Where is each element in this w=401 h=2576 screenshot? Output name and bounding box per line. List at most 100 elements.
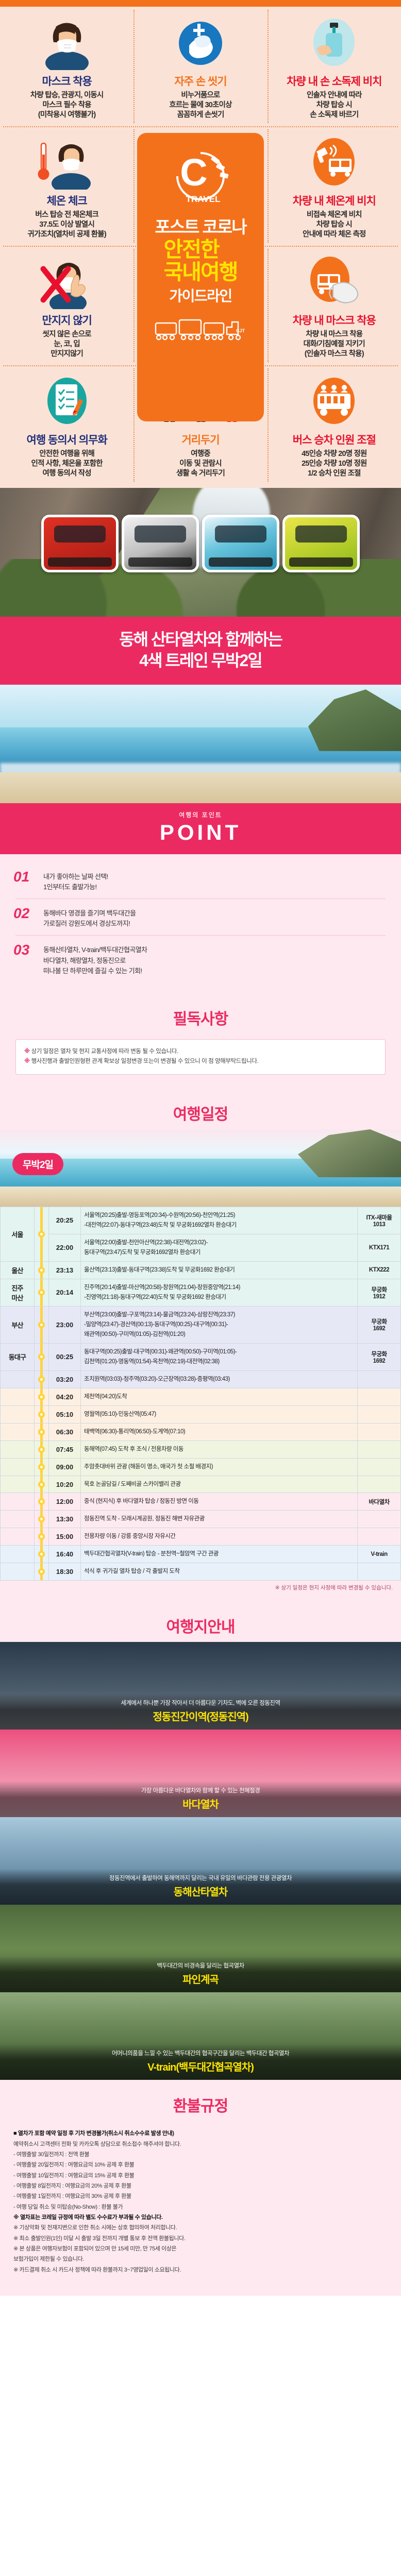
refund-header: 환불규정 <box>0 2080 401 2122</box>
post-corona-badge: C TRAVEL 포스트 코로나 안전한 국내여행 가이드라인 <box>137 133 264 421</box>
covid-item-title: 차량 내 마스크 착용 <box>292 315 376 327</box>
row-train: 무궁화 1692 <box>357 1343 401 1371</box>
row-rail-marker <box>34 1510 49 1529</box>
point-number: 03 <box>13 942 30 958</box>
row-time: 06:30 <box>48 1422 81 1441</box>
table-row: 부산 23:00 부산역(23:00)출발-구포역(23:14)-물금역(23:… <box>0 1306 401 1344</box>
guide-header: 여행지안내 <box>0 1601 401 1642</box>
row-desc: 울산역(23:13)출발-동대구역(23:38)도착 및 무궁화1692 환승대… <box>80 1261 358 1279</box>
point-item: 01 내가 좋아하는 날짜 선택! 1인부터도 출발가능! <box>13 862 388 899</box>
sand-band <box>0 1186 401 1207</box>
train-outline-icon: CJT <box>154 313 247 347</box>
guide-caption: 세계에서 하나뿐 가장 작아서 더 아름다운 기차도, 벽에 오른 정동진역 정… <box>0 1693 401 1730</box>
guide-sub: 세계에서 하나뿐 가장 작아서 더 아름다운 기차도, 벽에 오른 정동진역 <box>121 1700 280 1707</box>
row-desc: 백두대간협곡열차(V-train) 탑승 - 분천역~철암역 구간 관광 <box>80 1545 358 1564</box>
row-desc: 진주역(20:14)출발-마산역(20:58)-창원역(21:04)-창원중앙역… <box>80 1278 358 1307</box>
row-rail-marker <box>34 1422 49 1441</box>
row-train: V-train <box>357 1545 401 1564</box>
table-row: 16:40 백두대간협곡열차(V-train) 탑승 - 분천역~철암역 구간 … <box>0 1545 401 1564</box>
svg-text:C: C <box>180 151 207 194</box>
must-read-heading: 필독사항 <box>173 1010 228 1028</box>
refund-section: ■ 열차가 포함 예약 일정 후 기차 변경불가(취소시 취소수수료 발생 안내… <box>0 2121 401 2296</box>
table-row: 12:00 중식 (현지식) 후 바다열차 탑승 / 정동진 방면 이동 바다열… <box>0 1493 401 1511</box>
covid-item-title: 만지지 않기 <box>42 315 92 327</box>
post-corona-line3: 가이드라인 <box>169 287 232 304</box>
covid-item-title: 버스 승차 인원 조절 <box>292 434 376 446</box>
covid-item-bus-mask: 차량 내 마스크 착용 차량 내 마스크 착용 대화/기침예절 지키기 (인솔자 마… <box>267 246 401 365</box>
row-rail-marker <box>34 1475 49 1494</box>
guide-sub: 백두대간의 비경속을 달리는 협곡열차 <box>157 1963 244 1970</box>
covid-item-badge-slot <box>133 126 267 246</box>
refund-line: ※ 최소 출발인원(1인) 미달 시 출발 3일 전까지 개별 통보 후 전액 … <box>13 2235 186 2242</box>
covid-item-no-touch: 만지지 않기 씻지 않은 손으로 눈, 코, 입 만지지않기 <box>0 246 133 365</box>
point-number: 01 <box>13 868 30 885</box>
guide-heading: 여행지안내 <box>166 1619 236 1636</box>
table-row: 06:30 태백역(06:30)-통리역(06:50)-도계역(07:10) <box>0 1422 401 1441</box>
table-row: 울산 23:13 울산역(23:13)출발-동대구역(23:38)도착 및 무궁… <box>0 1261 401 1279</box>
point-item: 02 동해바다 영경을 즐기며 백두대간을 가로질러 강원도에서 경상도까지! <box>13 899 388 935</box>
c-travel-logo-icon: C TRAVEL <box>162 142 239 210</box>
itinerary-footnote: ※ 상기 일정은 현지 사정에 따라 변경될 수 있습니다. <box>0 1581 401 1601</box>
point-text: 동해바다 영경을 즐기며 백두대간을 가로질러 강원도에서 경상도까지! <box>43 909 136 928</box>
row-train <box>357 1440 401 1459</box>
itinerary-header: 여행일정 <box>0 1088 401 1129</box>
guide-name: V-train(백두대간협곡열차) <box>147 2062 254 2074</box>
row-time: 00:25 <box>48 1343 81 1371</box>
covid-guideline-banner: C TRAVEL 포스트 코로나 안전한 국내여행 가이드라인 <box>0 0 401 488</box>
guide-caption: 어머니의품을 느낄 수 있는 백두대간의 협곡구간을 달리는 백두대간 협곡열차… <box>0 2044 401 2080</box>
main-title-band: 동해 산타열차와 함께하는 4색 트레인 무박2일 <box>0 617 401 685</box>
row-time: 07:45 <box>48 1440 81 1459</box>
point-heading: POINT <box>159 820 242 844</box>
refund-line: - 여행출발 30일전까지 : 전액 환불 <box>13 2151 90 2158</box>
covid-item-desc: 여행중 이동 및 관람시 생활 속 거리두기 <box>176 450 225 478</box>
refund-line: - 여행출발 1일전까지 : 여행요금의 30% 공제 후 환불 <box>13 2193 131 2200</box>
guide-name: 동해산타열차 <box>173 1887 228 1899</box>
refund-line: - 여행출발 20일전까지 : 여행요금의 10% 공제 후 환불 <box>13 2162 135 2168</box>
row-city <box>0 1422 35 1441</box>
row-rail-marker <box>34 1206 49 1262</box>
covid-item-title: 체온 체크 <box>46 195 88 207</box>
point-eyebrow: 여행의 포인트 <box>179 811 222 819</box>
row-train: KTX171 <box>357 1233 401 1262</box>
row-train <box>357 1422 401 1441</box>
covid-item-title: 자주 손 씻기 <box>174 76 227 88</box>
guide-card: 가장 아름다운 바다열차와 함께 할 수 있는 천혜절경 바다열차 <box>0 1730 401 1818</box>
row-city: 울산 <box>0 1261 35 1279</box>
table-row: 04:20 제천역(04:20)도착 <box>0 1387 401 1406</box>
orange-top-bar <box>0 0 401 7</box>
row-city <box>0 1387 35 1406</box>
guide-card: 정동진역에서 출발하여 동해역까지 달리는 국내 유일의 바다관람 전용 관광열… <box>0 1817 401 1905</box>
covid-item-title: 차량 내 체온계 비치 <box>292 195 376 207</box>
covid-row-2: 체온 체크 버스 탑승 전 체온체크 37.5도 이상 발열시 귀가조치(열차비 공… <box>0 126 401 246</box>
point-list: 01 내가 좋아하는 날짜 선택! 1인부터도 출발가능! 02 동해바다 영경을… <box>0 854 401 993</box>
row-train <box>357 1387 401 1406</box>
row-time: 15:00 <box>48 1528 81 1546</box>
duration-badge: 무박2일 <box>12 1153 64 1175</box>
row-rail-marker <box>34 1440 49 1459</box>
row-train: 무궁화 1692 <box>357 1306 401 1344</box>
row-city <box>0 1528 35 1546</box>
table-row: 03:20 조치원역(03:03)-청주역(03:20)-오근장역(03:28)… <box>0 1370 401 1388</box>
row-city <box>0 1510 35 1529</box>
row-city <box>0 1458 35 1476</box>
refund-heading: 환불규정 <box>173 2098 228 2115</box>
row-city: 서울 <box>0 1206 35 1262</box>
page-title: 동해 산타열차와 함께하는 4색 트레인 무박2일 <box>0 629 401 671</box>
refund-body: ■ 열차가 포함 예약 일정 후 기차 변경불가(취소시 취소수수료 발생 안내… <box>0 2125 401 2275</box>
covid-item-thermometer-bus: 차량 내 체온계 비치 비접속 체온계 비치 차량 탑승 시 안내에 따라 체온 측… <box>267 126 401 246</box>
covid-item-desc: 비접속 체온계 비치 차량 탑승 시 안내에 따라 체온 측정 <box>303 211 366 239</box>
row-train: ITX-새마을 1013 <box>357 1206 401 1234</box>
point-band: 여행의 포인트 POINT <box>0 803 401 854</box>
table-row: 13:30 정동진역 도착 - 모래시계공원, 정동진 해변 자유관광 <box>0 1510 401 1529</box>
table-row: 서울 20:25 서울역(20:25)출발-영등포역(20:34)-수원역(20… <box>0 1206 401 1262</box>
itinerary-table: 서울 20:25 서울역(20:25)출발-영등포역(20:34)-수원역(20… <box>0 1206 401 1581</box>
table-row: 05:10 영월역(05:10)-민둥산역(05:47) <box>0 1405 401 1423</box>
row-desc: 동대구역(00:25)출발-대구역(00:31)-왜관역(00:50)-구미역(… <box>80 1343 358 1371</box>
table-row: 15:00 전용차량 이동 / 강릉 중앙시장 자유시간 <box>0 1528 401 1546</box>
covid-item-badge-slot-2 <box>133 246 267 365</box>
shore-sand <box>0 772 401 803</box>
row-rail-marker <box>34 1343 49 1371</box>
covid-item-desc: 씻지 않은 손으로 눈, 코, 입 만지지않기 <box>42 330 92 359</box>
row-rail-marker <box>34 1563 49 1581</box>
guide-card: 백두대간의 비경속을 달리는 협곡열차 파인계곡 <box>0 1905 401 1993</box>
